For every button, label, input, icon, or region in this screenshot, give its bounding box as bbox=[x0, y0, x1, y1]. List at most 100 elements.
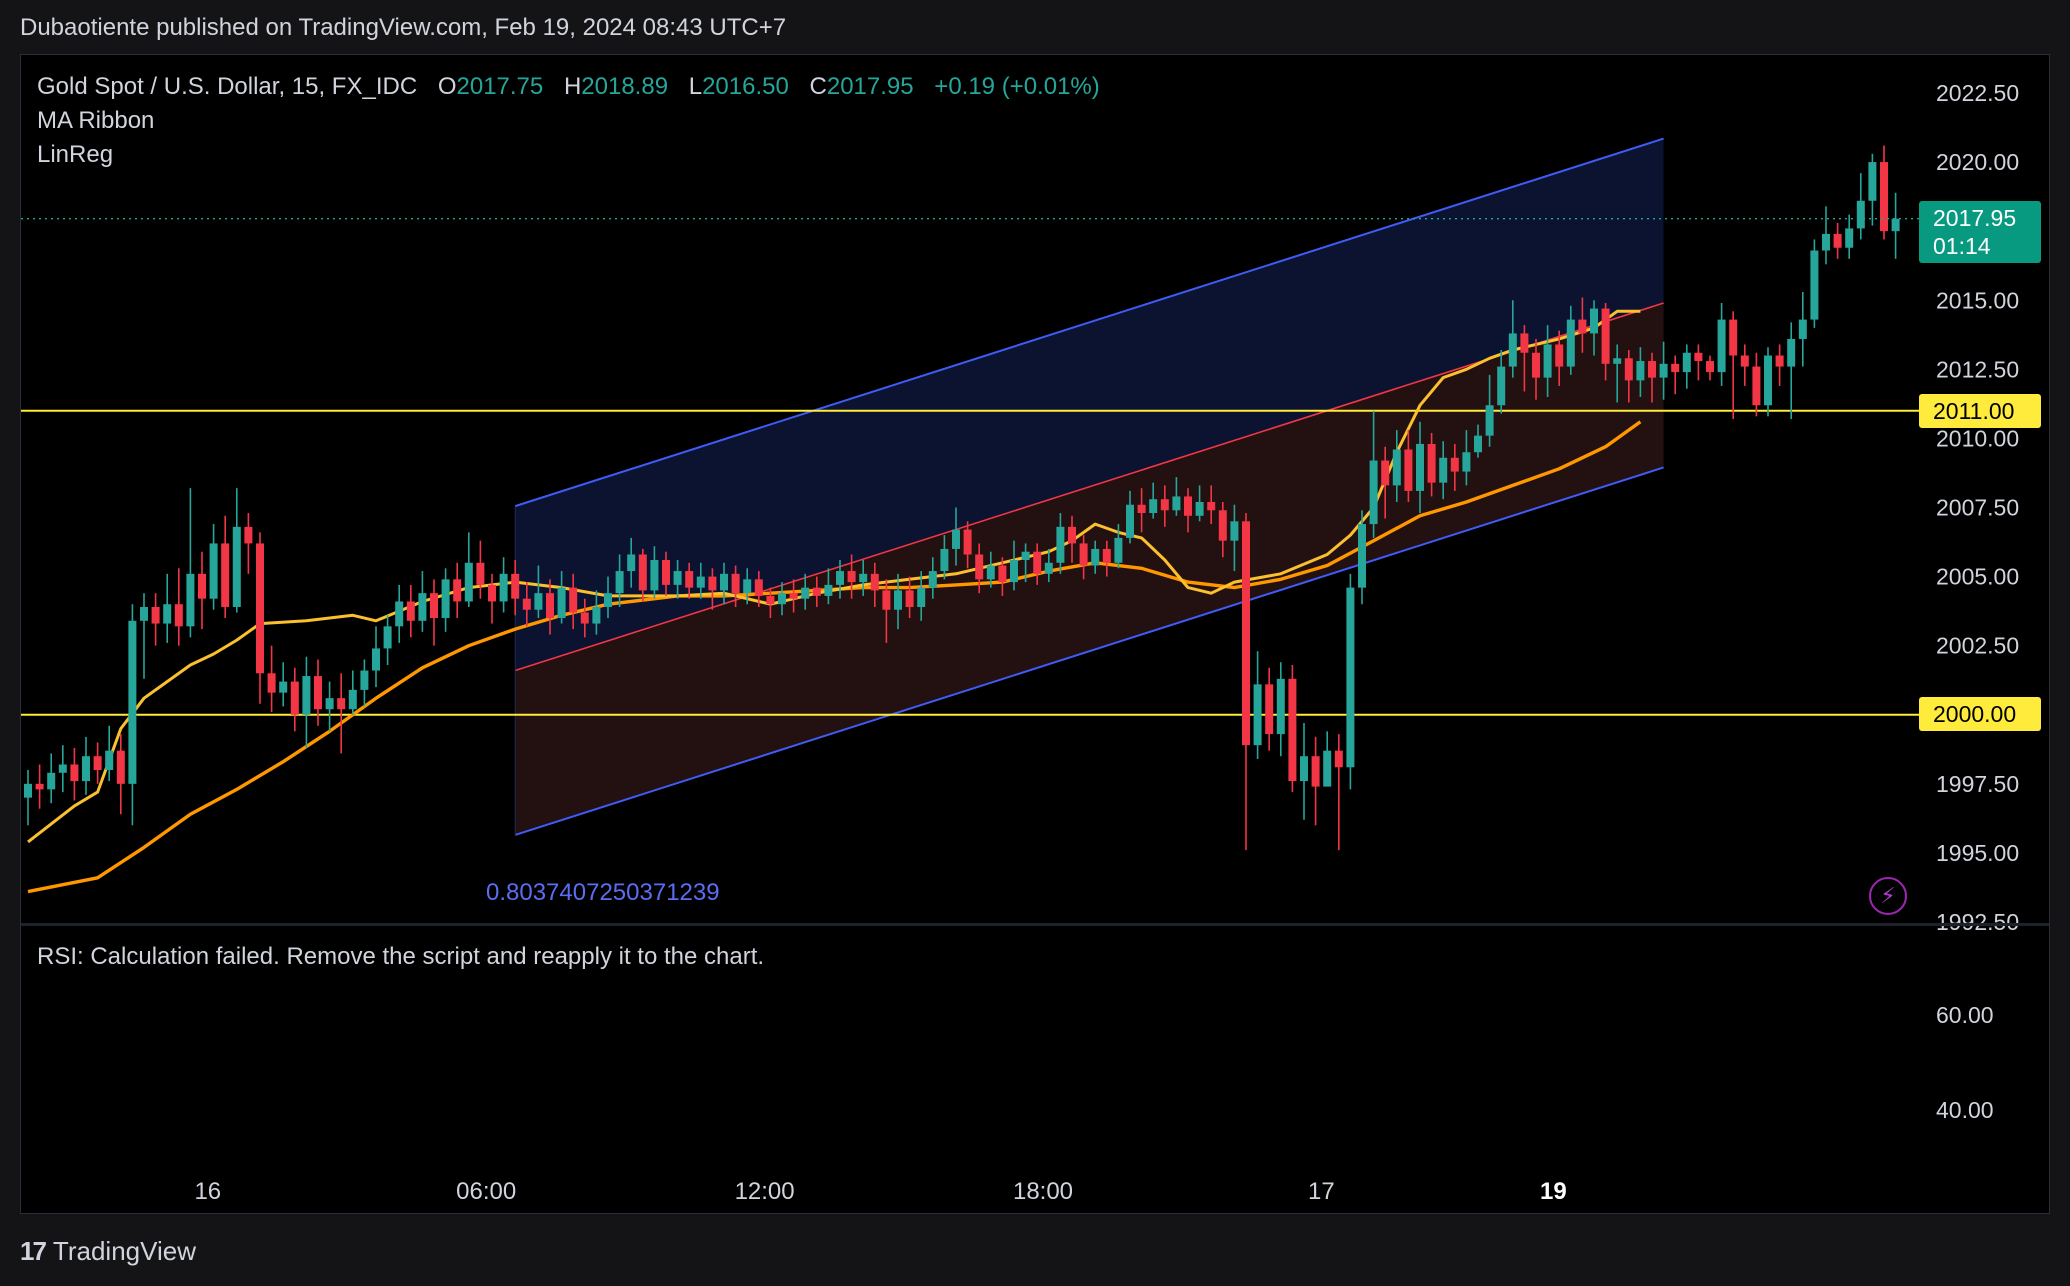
rsi-axis: 60.00 40.00 bbox=[1936, 1002, 1994, 1123]
candle-body bbox=[1149, 499, 1158, 514]
candle bbox=[372, 626, 380, 688]
candle bbox=[1508, 300, 1517, 378]
footer-brand[interactable]: 17 TradingView bbox=[20, 1236, 196, 1267]
current-price-tag: 2017.95 01:14 bbox=[1919, 201, 2041, 263]
candle-body bbox=[1590, 308, 1598, 334]
candle bbox=[1242, 513, 1250, 851]
price-tick-label: 2015.00 bbox=[1936, 287, 2019, 313]
candle bbox=[847, 554, 856, 599]
candle bbox=[1682, 344, 1691, 389]
candle-body bbox=[1659, 363, 1668, 378]
candle bbox=[1601, 303, 1610, 381]
candle-body bbox=[882, 590, 891, 610]
candle bbox=[70, 747, 79, 801]
candle bbox=[488, 573, 496, 624]
candle-body bbox=[986, 565, 995, 580]
lightning-icon[interactable]: ⚡ bbox=[1869, 877, 1907, 915]
candle bbox=[163, 573, 172, 643]
candle bbox=[290, 667, 299, 732]
candle bbox=[1102, 540, 1111, 577]
candle bbox=[1114, 524, 1123, 569]
candle-body bbox=[1648, 361, 1656, 378]
candle bbox=[1416, 421, 1424, 514]
symbol-legend[interactable]: Gold Spot / U.S. Dollar, 15, FX_IDC O201… bbox=[37, 73, 1100, 101]
candle bbox=[998, 557, 1007, 596]
candle-body bbox=[1474, 435, 1482, 453]
candle bbox=[615, 554, 624, 607]
candle bbox=[754, 571, 763, 607]
candle-body bbox=[1775, 355, 1784, 367]
linreg-legend[interactable]: LinReg bbox=[37, 141, 114, 168]
candle-body bbox=[1682, 352, 1691, 373]
time-tick-label: 18:00 bbox=[1013, 1178, 1073, 1205]
price-tick-label: 2005.00 bbox=[1936, 564, 2019, 590]
candle bbox=[198, 551, 206, 630]
candle-body bbox=[1392, 449, 1401, 486]
candle-body bbox=[151, 606, 160, 624]
candle-body bbox=[1126, 504, 1134, 538]
price-tick-label: 2007.50 bbox=[1936, 495, 2019, 521]
candle bbox=[882, 579, 891, 643]
candle bbox=[395, 584, 404, 643]
candle-body bbox=[1671, 363, 1680, 373]
candle-body bbox=[604, 593, 612, 607]
chart-container[interactable]: 2022.50 2020.00 2015.00 2012.50 2010.00 2007.… bbox=[20, 54, 2050, 1214]
price-tick-label: 2010.00 bbox=[1936, 425, 2019, 451]
candle bbox=[186, 488, 195, 638]
high-label: H bbox=[563, 73, 582, 100]
candle-body bbox=[395, 601, 404, 627]
rsi-tick-label: 40.00 bbox=[1936, 1097, 1994, 1123]
candle bbox=[151, 593, 160, 646]
candle-body bbox=[1694, 352, 1703, 362]
candle-body bbox=[1868, 162, 1877, 201]
candle-body bbox=[290, 681, 299, 715]
symbol-name[interactable]: Gold Spot / U.S. Dollar, 15, FX_IDC bbox=[37, 73, 418, 100]
candle-body bbox=[1137, 504, 1146, 514]
candle-body bbox=[70, 764, 79, 782]
candle-body bbox=[720, 573, 728, 591]
chart-canvas[interactable]: 2022.50 2020.00 2015.00 2012.50 2010.00 2007.… bbox=[21, 55, 2050, 1214]
time-tick-label: 19 bbox=[1540, 1178, 1567, 1205]
candles-layer bbox=[24, 145, 1900, 851]
candle bbox=[82, 736, 90, 795]
candle bbox=[1404, 430, 1413, 502]
tradingview-logo-icon: 17 bbox=[20, 1236, 47, 1266]
low-label: L bbox=[688, 73, 703, 100]
candle-body bbox=[128, 620, 137, 784]
candle-body bbox=[464, 562, 473, 602]
candle bbox=[662, 551, 670, 596]
candle bbox=[360, 659, 369, 707]
candle-body bbox=[1787, 338, 1796, 367]
candle-body bbox=[337, 698, 346, 710]
candle-body bbox=[93, 756, 102, 771]
candle bbox=[58, 745, 67, 793]
candle bbox=[1462, 430, 1471, 486]
candle bbox=[1392, 430, 1401, 502]
candle-body bbox=[638, 554, 647, 591]
candle bbox=[1439, 441, 1448, 500]
ma-ribbon-legend[interactable]: MA Ribbon bbox=[37, 107, 155, 134]
candle-body bbox=[348, 689, 357, 710]
candle-body bbox=[627, 554, 636, 572]
candle-body bbox=[1497, 366, 1506, 406]
candle bbox=[1253, 651, 1262, 759]
candle-body bbox=[1044, 562, 1053, 574]
candle bbox=[418, 571, 427, 632]
price-tick-label: 1992.50 bbox=[1936, 909, 2019, 935]
candle-body bbox=[1810, 250, 1819, 320]
time-tick-label: 06:00 bbox=[456, 1178, 516, 1205]
candle bbox=[1126, 490, 1134, 544]
candle-body bbox=[163, 604, 172, 624]
publisher-caption: Dubaotiente published on TradingView.com… bbox=[20, 14, 787, 41]
candle bbox=[986, 551, 995, 588]
price-tick-label: 2012.50 bbox=[1936, 356, 2019, 382]
candle bbox=[209, 524, 218, 610]
candle-body bbox=[279, 681, 288, 693]
candle bbox=[1485, 374, 1494, 447]
candle-body bbox=[1613, 358, 1622, 364]
candle-body bbox=[1276, 678, 1285, 735]
time-tick-label: 12:00 bbox=[735, 1178, 795, 1205]
linreg-lower-fill bbox=[515, 303, 1664, 835]
candle-body bbox=[569, 587, 578, 613]
candle-body bbox=[685, 571, 694, 588]
